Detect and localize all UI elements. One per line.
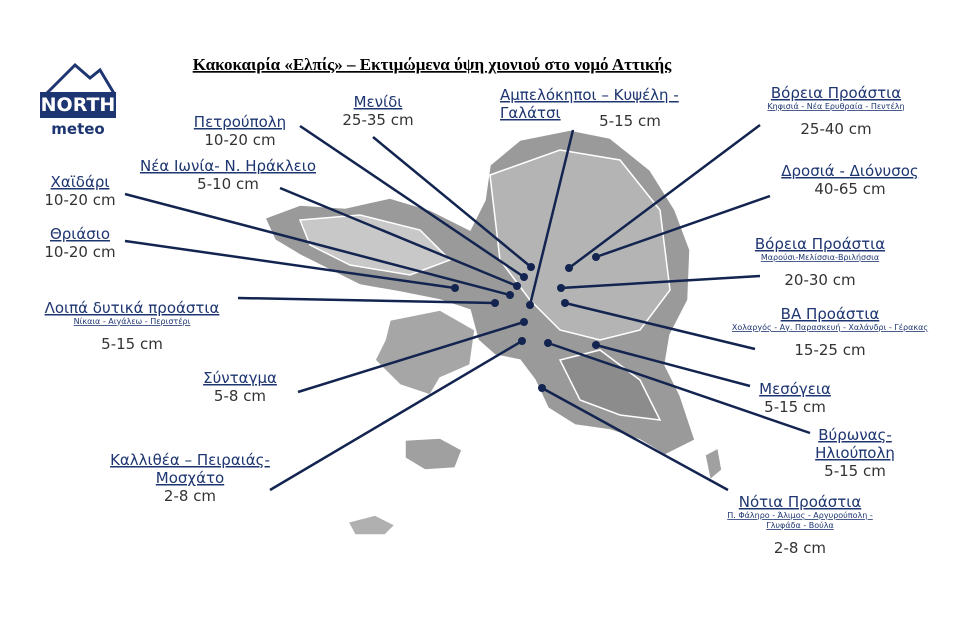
logo-mountain	[43, 62, 117, 97]
leader-line	[568, 123, 761, 270]
area-subtitle: Γλυφάδα - Βούλα	[766, 520, 834, 530]
area-subtitle: Νίκαια - Αιγάλεω - Περιστέρι	[74, 316, 191, 326]
snow-depth: 5-15 cm	[101, 335, 163, 353]
location-dot	[451, 284, 459, 292]
leader-line	[547, 341, 811, 435]
leader-line	[269, 339, 523, 492]
location-dot	[520, 318, 528, 326]
location-dot	[526, 301, 534, 309]
snow-depth: 5-8 cm	[214, 387, 266, 405]
snow-depth: 5-15 cm	[599, 112, 661, 130]
area-name: Πετρούπολη	[194, 113, 286, 131]
leader-line	[560, 274, 761, 290]
leader-line	[299, 124, 525, 279]
location-dot	[518, 337, 526, 345]
snow-depth: 5-10 cm	[197, 175, 259, 193]
area-name: Μοσχάτο	[156, 469, 224, 487]
area-name: Θριάσιο	[50, 225, 110, 243]
area-name: Γαλάτσι	[500, 104, 561, 122]
area-subtitle: Κηφισιά - Νέα Ερυθραία - Πεντέλη	[767, 101, 904, 111]
area-subtitle: Π. Φάληρο - Άλιμος - Αργυρούπολη -	[727, 510, 873, 520]
leader-line	[279, 186, 518, 288]
area-name: Μενίδι	[354, 93, 403, 111]
location-dot	[538, 384, 546, 392]
location-dot	[557, 284, 565, 292]
leader-line	[541, 386, 729, 492]
location-dot	[513, 282, 521, 290]
area-subtitle: Μαρούσι-Μελίσσια-Βριλήσσια	[761, 252, 879, 262]
location-dot	[565, 264, 573, 272]
location-dot	[506, 291, 514, 299]
area-subtitle: Χολαργός - Αγ. Παρασκευή - Χαλάνδρι - Γέ…	[732, 322, 928, 332]
snow-depth: 5-15 cm	[764, 398, 826, 416]
location-dot	[592, 341, 600, 349]
leader-line	[528, 129, 575, 306]
logo-top: NORTH	[41, 94, 116, 116]
location-dot	[592, 253, 600, 261]
snow-depth: 2-8 cm	[774, 539, 826, 557]
location-dot	[527, 263, 535, 271]
area-name: Νότια Προάστια	[739, 493, 862, 511]
location-dot	[491, 299, 499, 307]
logo: NORTH meteo	[40, 62, 117, 138]
leader-line	[564, 301, 756, 351]
snow-depth: 10-20 cm	[204, 131, 275, 149]
area-name: Βόρεια Προάστια	[771, 84, 901, 102]
leader-line	[237, 296, 496, 305]
snow-depth: 20-30 cm	[784, 271, 855, 289]
area-name: Βόρεια Προάστια	[755, 235, 885, 253]
leader-line	[124, 192, 511, 297]
location-dot	[544, 339, 552, 347]
location-dot	[520, 273, 528, 281]
title: Κακοκαιρία «Ελπίς» – Εκτιμώμενα ύψη χιον…	[193, 55, 672, 74]
snow-depth: 5-15 cm	[824, 462, 886, 480]
snow-depth: 10-20 cm	[44, 191, 115, 209]
leader-line	[297, 320, 525, 394]
area-name: Δροσιά - Διόνυσος	[781, 162, 918, 180]
snow-depth: 25-35 cm	[342, 111, 413, 129]
area-name: Λοιπά δυτικά προάστια	[45, 299, 220, 317]
snow-depth: 25-40 cm	[800, 120, 871, 138]
snow-depth: 40-65 cm	[814, 180, 885, 198]
area-name: Μεσόγεια	[759, 380, 831, 398]
area-name: Καλλιθέα – Πειραιάς-	[110, 451, 270, 469]
area-name: ΒΑ Προάστια	[781, 305, 880, 323]
area-name: Χαϊδάρι	[51, 173, 110, 191]
snow-depth: 15-25 cm	[794, 341, 865, 359]
snow-depth: 2-8 cm	[164, 487, 216, 505]
leader-line	[124, 239, 456, 290]
logo-box	[40, 92, 116, 118]
area-name: Αμπελόκηποι – Κυψέλη -	[500, 86, 679, 104]
leader-line	[372, 136, 532, 268]
area-name: Σύνταγμα	[203, 369, 277, 387]
area-name: Ηλιούπολη	[815, 444, 895, 462]
leader-line	[595, 194, 771, 259]
area-name: Βύρωνας-	[818, 426, 892, 444]
leader-line	[595, 343, 751, 388]
snow-depth: 10-20 cm	[44, 243, 115, 261]
logo-bottom: meteo	[51, 120, 104, 138]
area-name: Νέα Ιωνία- Ν. Ηράκλειο	[140, 157, 316, 175]
location-dot	[561, 299, 569, 307]
